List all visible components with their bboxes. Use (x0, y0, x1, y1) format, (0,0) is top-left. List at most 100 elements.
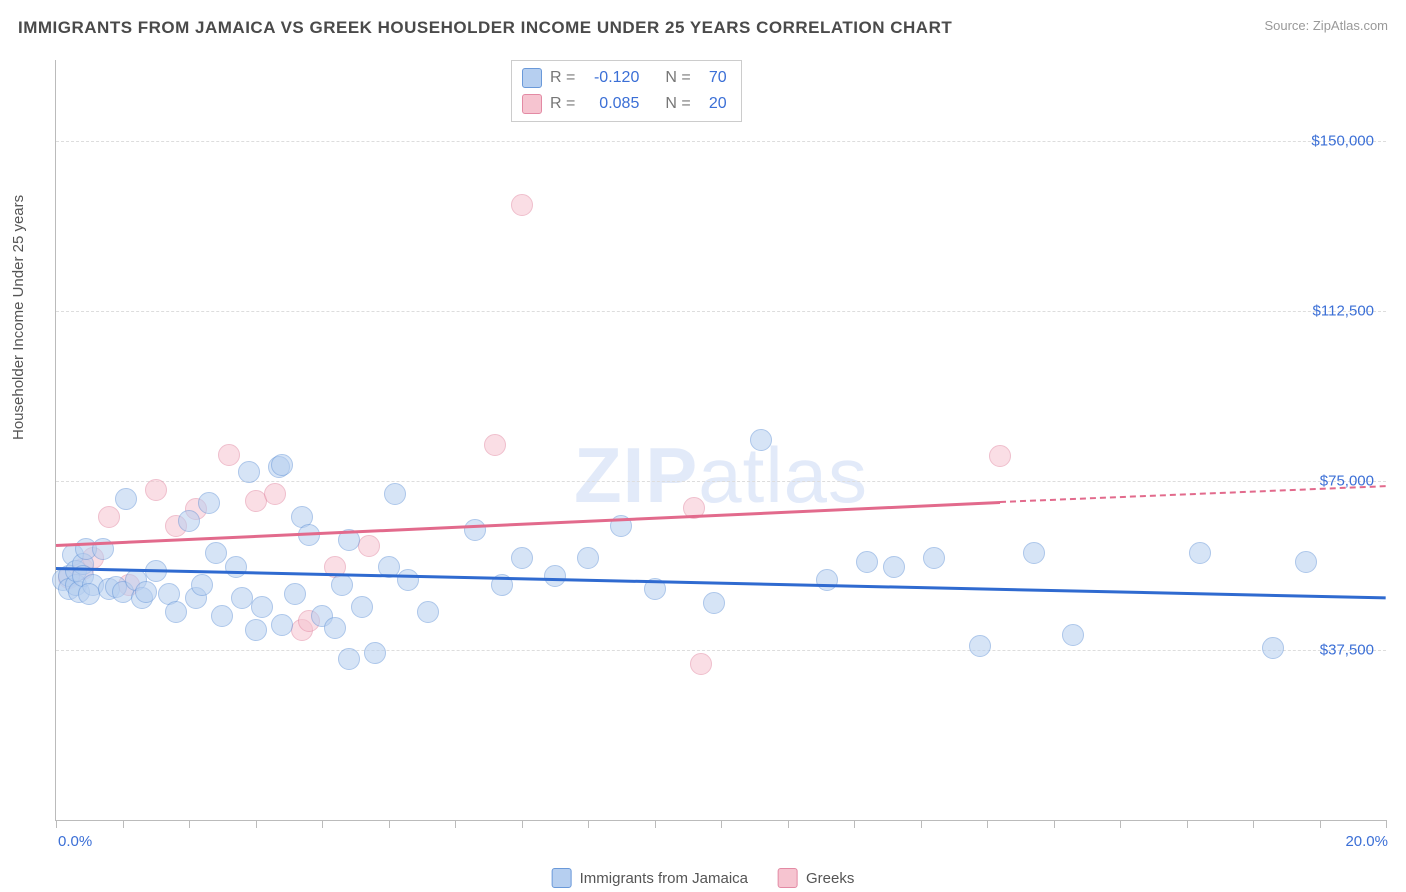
watermark-text: ZIPatlas (574, 430, 868, 521)
chart-plot-area: ZIPatlas R =-0.120N =70R = 0.085N =20 $3… (55, 60, 1386, 821)
scatter-point-jamaica (324, 617, 346, 639)
correlation-stats-box: R =-0.120N =70R = 0.085N =20 (511, 60, 742, 122)
scatter-point-jamaica (464, 519, 486, 541)
scatter-point-jamaica (165, 601, 187, 623)
legend-item-jamaica: Immigrants from Jamaica (552, 868, 748, 888)
scatter-point-jamaica (511, 547, 533, 569)
scatter-point-jamaica (115, 488, 137, 510)
scatter-point-greek (264, 483, 286, 505)
scatter-point-jamaica (750, 429, 772, 451)
scatter-point-jamaica (225, 556, 247, 578)
scatter-point-jamaica (1062, 624, 1084, 646)
stat-r-value: 0.085 (583, 91, 639, 117)
stats-row-greek: R = 0.085 N = 20 (522, 91, 727, 117)
stats-row-jamaica: R =-0.120N =70 (522, 65, 727, 91)
scatter-point-jamaica (351, 596, 373, 618)
y-tick-label: $37,500 (1320, 642, 1374, 659)
chart-title: IMMIGRANTS FROM JAMAICA VS GREEK HOUSEHO… (18, 18, 952, 38)
scatter-point-jamaica (198, 492, 220, 514)
legend-swatch (522, 94, 542, 114)
stat-n-label: N = (665, 65, 690, 91)
x-tick (1386, 820, 1387, 828)
scatter-point-jamaica (284, 583, 306, 605)
x-tick (522, 820, 523, 828)
scatter-point-greek (511, 194, 533, 216)
scatter-point-greek (245, 490, 267, 512)
x-tick (921, 820, 922, 828)
gridline (56, 141, 1386, 142)
scatter-point-jamaica (397, 569, 419, 591)
scatter-point-jamaica (1262, 637, 1284, 659)
legend-item-greek: Greeks (778, 868, 854, 888)
scatter-point-jamaica (78, 583, 100, 605)
x-tick (455, 820, 456, 828)
y-tick-label: $112,500 (1313, 303, 1374, 320)
x-tick (1320, 820, 1321, 828)
scatter-point-jamaica (331, 574, 353, 596)
source-attribution: Source: ZipAtlas.com (1264, 18, 1388, 33)
stat-r-label: R = (550, 91, 575, 117)
scatter-point-greek (989, 445, 1011, 467)
x-axis-min-label: 0.0% (58, 833, 92, 850)
scatter-point-jamaica (856, 551, 878, 573)
x-axis-max-label: 20.0% (1345, 833, 1388, 850)
trendline (1000, 485, 1386, 503)
scatter-point-jamaica (816, 569, 838, 591)
legend-swatch (778, 868, 798, 888)
scatter-point-greek (218, 444, 240, 466)
x-tick (1054, 820, 1055, 828)
stat-r-label: R = (550, 65, 575, 91)
scatter-point-greek (145, 479, 167, 501)
x-tick (322, 820, 323, 828)
scatter-point-jamaica (364, 642, 386, 664)
stat-n-value: 70 (699, 65, 727, 91)
x-tick (1187, 820, 1188, 828)
scatter-point-jamaica (544, 565, 566, 587)
x-tick (256, 820, 257, 828)
legend-label: Immigrants from Jamaica (580, 870, 748, 887)
stat-n-value: 20 (699, 91, 727, 117)
x-tick (655, 820, 656, 828)
scatter-point-jamaica (577, 547, 599, 569)
x-tick (389, 820, 390, 828)
x-tick (123, 820, 124, 828)
x-tick (56, 820, 57, 828)
scatter-point-greek (358, 535, 380, 557)
gridline (56, 650, 1386, 651)
x-tick (1120, 820, 1121, 828)
x-tick (987, 820, 988, 828)
y-tick-label: $150,000 (1311, 133, 1374, 150)
scatter-point-jamaica (251, 596, 273, 618)
x-tick (588, 820, 589, 828)
scatter-point-jamaica (923, 547, 945, 569)
scatter-point-greek (98, 506, 120, 528)
scatter-point-jamaica (703, 592, 725, 614)
scatter-point-jamaica (883, 556, 905, 578)
scatter-point-jamaica (1023, 542, 1045, 564)
gridline (56, 311, 1386, 312)
scatter-point-jamaica (1295, 551, 1317, 573)
stat-n-label: N = (665, 91, 690, 117)
scatter-point-jamaica (211, 605, 233, 627)
x-tick (189, 820, 190, 828)
x-tick (1253, 820, 1254, 828)
scatter-point-jamaica (245, 619, 267, 641)
scatter-point-jamaica (384, 483, 406, 505)
scatter-point-jamaica (969, 635, 991, 657)
scatter-point-jamaica (178, 510, 200, 532)
scatter-point-jamaica (205, 542, 227, 564)
series-legend: Immigrants from Jamaica Greeks (552, 868, 855, 888)
legend-label: Greeks (806, 870, 854, 887)
x-tick (788, 820, 789, 828)
legend-swatch (522, 68, 542, 88)
scatter-point-jamaica (417, 601, 439, 623)
scatter-point-greek (690, 653, 712, 675)
scatter-point-jamaica (135, 581, 157, 603)
scatter-point-greek (484, 434, 506, 456)
scatter-point-jamaica (1189, 542, 1211, 564)
scatter-point-jamaica (238, 461, 260, 483)
y-axis-label: Householder Income Under 25 years (10, 195, 27, 440)
legend-swatch (552, 868, 572, 888)
scatter-point-jamaica (231, 587, 253, 609)
x-tick (854, 820, 855, 828)
